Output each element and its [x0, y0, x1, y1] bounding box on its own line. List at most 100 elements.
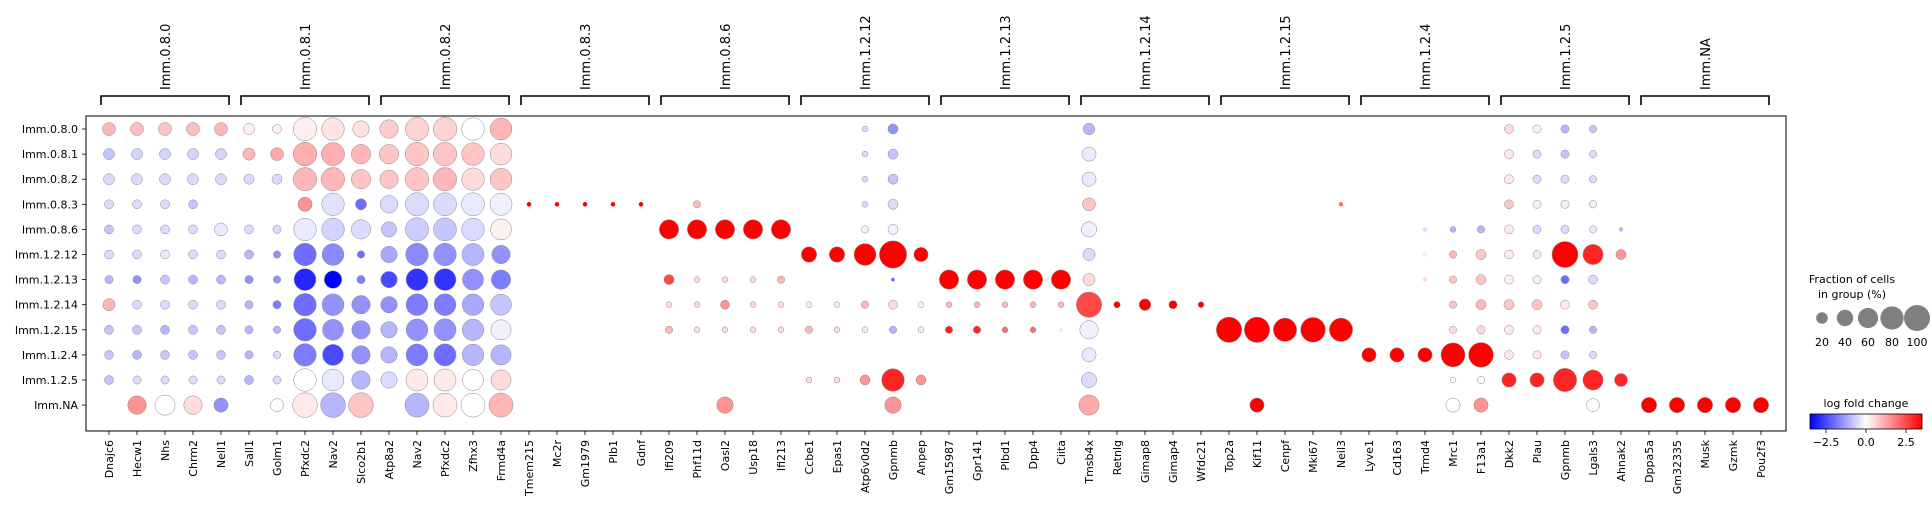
dot — [1031, 177, 1035, 181]
dot — [771, 219, 791, 240]
dot — [244, 224, 254, 235]
dot — [919, 202, 923, 207]
dot — [1367, 127, 1371, 131]
dot — [1057, 301, 1065, 308]
dot — [1532, 325, 1542, 335]
dot — [1059, 203, 1063, 206]
dot — [351, 370, 371, 390]
dot — [490, 293, 512, 316]
dot — [188, 274, 198, 285]
dot — [1586, 398, 1600, 412]
dot — [461, 192, 485, 217]
dot — [132, 249, 142, 260]
dot — [1553, 368, 1577, 392]
dot — [404, 142, 430, 167]
dot — [1451, 203, 1455, 206]
dot — [432, 116, 458, 142]
dot — [405, 117, 429, 141]
dot — [805, 376, 813, 384]
dot — [749, 276, 757, 283]
col-label-wfdc21: Wfdc21 — [1195, 440, 1208, 482]
dot — [1560, 299, 1570, 310]
dot — [1003, 127, 1007, 131]
size-legend-label: 60 — [1861, 336, 1875, 349]
dot — [863, 277, 867, 282]
dot — [807, 202, 811, 207]
dot — [801, 246, 817, 263]
dot — [490, 218, 512, 241]
dot — [1059, 253, 1063, 256]
dot — [216, 375, 226, 385]
dot — [1618, 176, 1624, 182]
col-label-usp18: Usp18 — [747, 440, 760, 475]
dot — [1560, 350, 1570, 360]
dot — [1300, 317, 1326, 343]
dot — [160, 249, 170, 260]
col-label-mrc1: Mrc1 — [1447, 440, 1460, 467]
dot — [853, 243, 877, 266]
dot — [947, 203, 951, 206]
group-label: Imm.1.2.5 — [1559, 24, 1574, 90]
dot — [1031, 378, 1035, 382]
dot — [1479, 177, 1483, 181]
dot — [1367, 278, 1371, 281]
dot — [379, 169, 399, 189]
dot — [1560, 174, 1570, 184]
dot — [1423, 303, 1427, 307]
dot — [1479, 127, 1483, 131]
dot — [833, 301, 841, 308]
dot — [777, 275, 785, 284]
dot — [947, 228, 951, 231]
dot — [1395, 152, 1399, 156]
group-bracket — [800, 95, 930, 105]
dot — [1003, 378, 1007, 382]
dot — [490, 369, 512, 391]
dot — [881, 368, 905, 392]
col-label-atp8a2: Atp8a2 — [383, 440, 396, 479]
dot — [945, 301, 953, 308]
dot — [1475, 274, 1487, 285]
dots — [102, 116, 1769, 418]
dot — [380, 346, 398, 364]
dot — [461, 167, 485, 191]
col-label-oasl2: Oasl2 — [719, 440, 732, 471]
dot — [462, 268, 484, 291]
dot — [1589, 150, 1597, 159]
group-label: Imm.0.8.1 — [299, 24, 314, 90]
dot — [1244, 316, 1270, 343]
dot — [1614, 373, 1628, 387]
dot — [1582, 369, 1604, 391]
dot — [1197, 301, 1205, 308]
dot — [919, 127, 923, 131]
dot — [695, 127, 699, 131]
dot — [1475, 249, 1487, 260]
col-label-gpr141: Gpr141 — [971, 440, 984, 481]
dot — [1560, 124, 1570, 134]
dot — [1076, 291, 1102, 318]
dot — [723, 378, 727, 382]
dot — [1725, 397, 1741, 414]
dot — [1273, 317, 1297, 342]
dot — [188, 224, 198, 235]
dot — [1367, 177, 1371, 181]
dot — [159, 148, 171, 160]
dot — [1477, 376, 1485, 384]
dot — [807, 227, 811, 232]
dot — [973, 325, 981, 334]
col-label-kif11: Kif11 — [1251, 440, 1264, 468]
dot — [947, 378, 951, 382]
dot — [103, 148, 115, 160]
dot — [380, 271, 398, 289]
dot — [1389, 347, 1405, 363]
dot — [488, 392, 514, 418]
dot — [324, 270, 342, 289]
col-label-ahnak2: Ahnak2 — [1615, 440, 1628, 482]
dot — [1367, 152, 1371, 156]
dot — [405, 268, 429, 291]
dot — [751, 127, 755, 131]
col-label-gimap8: Gimap8 — [1139, 440, 1152, 483]
dot — [461, 243, 485, 266]
dot — [947, 177, 951, 181]
group-label: Imm.0.8.0 — [159, 24, 174, 90]
dot — [833, 326, 841, 333]
